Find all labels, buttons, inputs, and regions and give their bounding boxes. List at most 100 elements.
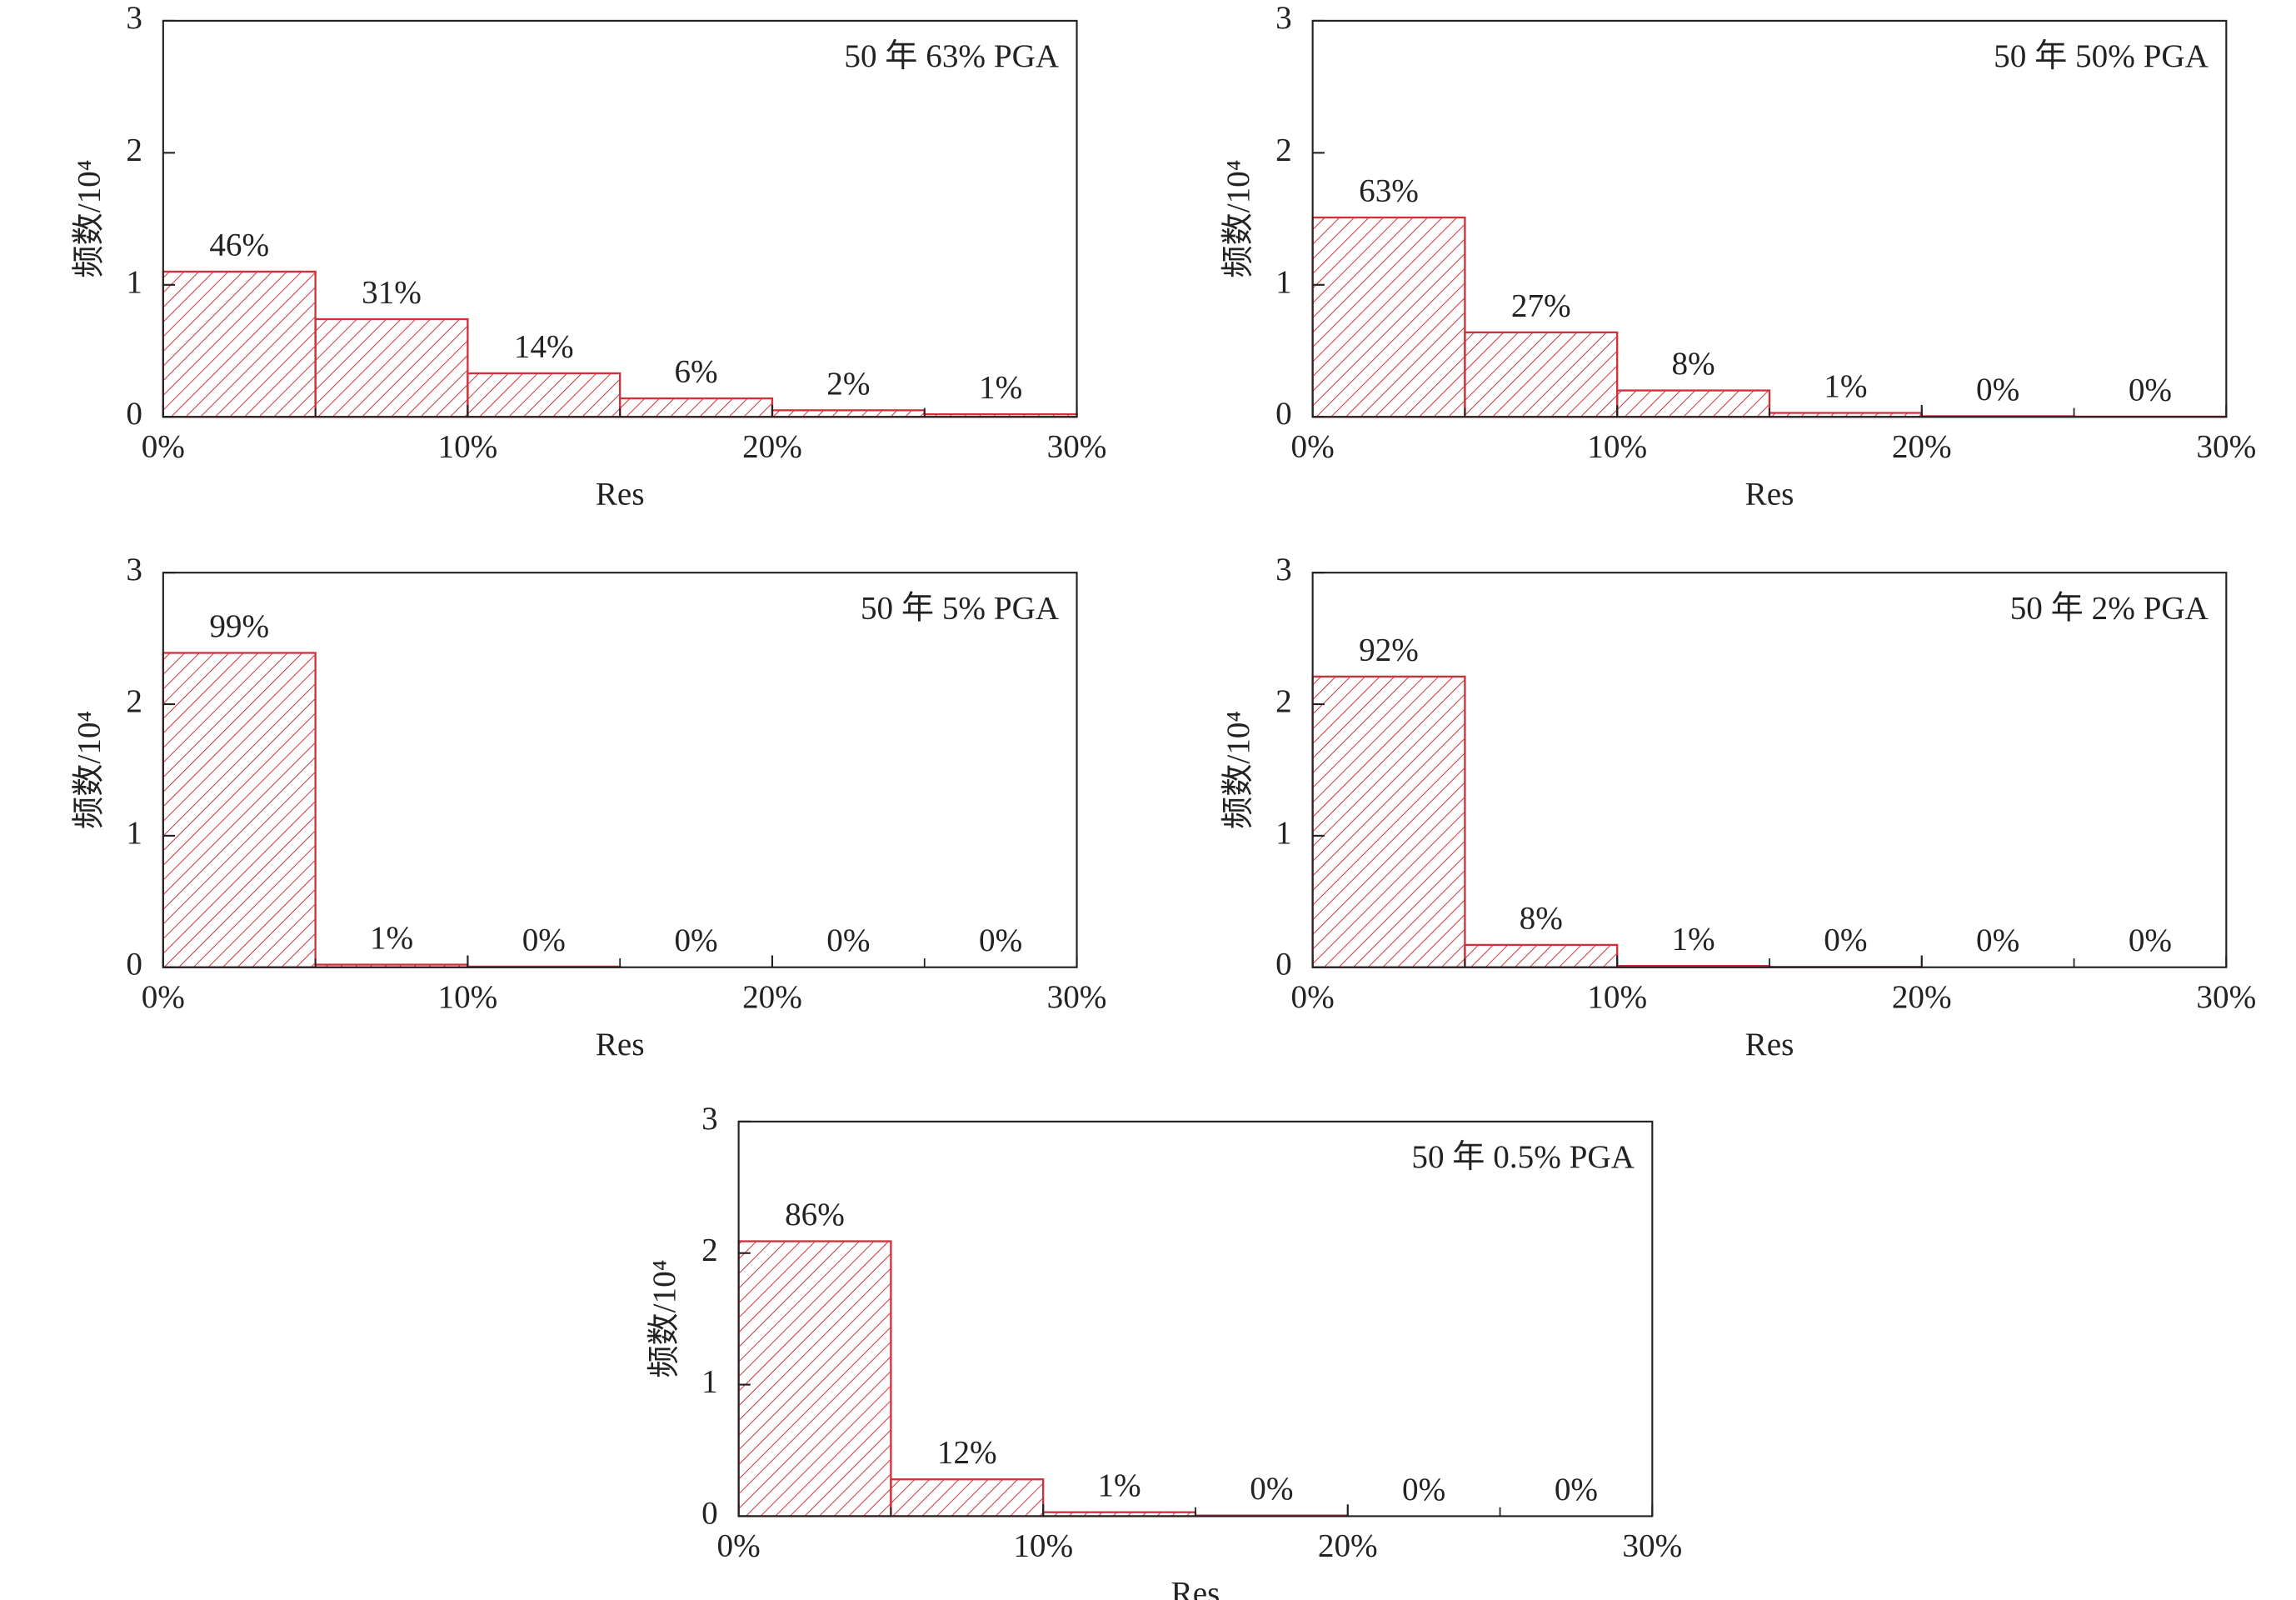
bar [1464,331,1619,418]
y-tick-label: 2 [701,1232,718,1268]
bar-label: 0% [674,922,717,958]
y-tick-label: 2 [126,132,142,168]
x-tick-label: 0% [1291,428,1335,464]
y-tick-label: 1 [701,1364,718,1400]
bar-label: 1% [1671,922,1715,958]
bar [162,652,317,968]
bar [1616,389,1771,418]
x-axis-label: Res [596,476,645,512]
bar [1311,216,1466,418]
bar-label: 0% [1250,1471,1293,1507]
x-tick-label: 20% [1892,979,1952,1015]
y-tick-label: 2 [126,683,142,719]
bar-label: 0% [979,922,1022,958]
bar [771,409,926,418]
bar-label: 92% [1359,632,1419,668]
chart-title: 50 年 63% PGA [844,38,1059,74]
bar [162,270,317,418]
bar-label: 0% [1976,372,2019,408]
bar [314,318,469,418]
y-tick-label: 0 [1275,396,1292,432]
x-tick-label: 0% [142,979,185,1015]
y-tick-label: 3 [1275,0,1292,36]
panel: 63% 27% 8% 1% 0% 0% 0% 10% 20% 30% 0 1 2 3 50 年 50% PG… [1220,0,2256,512]
x-tick-label: 20% [742,428,802,464]
bar [1311,675,1466,968]
x-tick-label: 10% [1587,979,1647,1015]
y-tick-label: 2 [1275,683,1292,719]
bar [619,397,774,418]
bar-label: 1% [1097,1468,1141,1503]
y-tick-label: 3 [126,552,142,588]
bar-label: 8% [1671,346,1715,382]
bar-label: 1% [370,920,413,956]
y-tick-label: 0 [126,947,142,982]
bar-label: 0% [522,922,566,958]
chart-title: 50 年 5% PGA [861,590,1059,626]
bar-label: 6% [674,354,717,390]
y-axis-label: 频数/10⁴ [71,711,107,829]
bar-label: 99% [209,608,269,644]
plot-frame [162,572,1078,968]
x-axis-label: Res [1171,1576,1220,1600]
x-tick-label: 30% [2196,979,2256,1015]
y-tick-label: 0 [701,1495,718,1531]
x-tick-label: 30% [1622,1528,1682,1564]
bar-label: 0% [1402,1472,1445,1508]
x-axis-label: Res [596,1027,645,1062]
bar-label: 0% [2129,372,2172,408]
y-tick-label: 0 [126,396,142,432]
bar-label: 63% [1359,173,1419,209]
x-tick-label: 0% [717,1528,761,1564]
y-tick-label: 1 [126,264,142,300]
bar-label: 27% [1511,288,1571,323]
bar [1464,943,1619,968]
x-tick-label: 20% [742,979,802,1015]
bar-label: 0% [1555,1472,1598,1508]
panel: 46% 31% 14% 6% 2% 1% 0% 10% 20% 30% 0 1 2 3 50 年 63% P… [71,0,1106,512]
bar-label: 86% [785,1197,845,1232]
y-axis-label: 频数/10⁴ [71,160,107,278]
bar-label: 2% [826,366,870,402]
x-tick-label: 30% [2196,428,2256,464]
y-tick-label: 3 [701,1101,718,1137]
panel: 99% 1% 0% 0% 0% 0% 0% 10% 20% 30% 0 1 2 3 50 年 5% PGA R… [71,552,1106,1062]
bar-label: 12% [937,1435,997,1471]
x-axis-label: Res [1745,476,1794,512]
bar-label: 46% [209,227,269,262]
bar-label: 8% [1520,900,1563,936]
chart-title: 50 年 50% PGA [1994,38,2209,74]
plot-frame [162,19,1078,418]
panel: 86% 12% 1% 0% 0% 0% 0% 10% 20% 30% 0 1 2 3 50 年 0.5% P… [646,1101,1682,1600]
y-tick-label: 1 [1275,815,1292,851]
bar [890,1478,1045,1518]
x-tick-label: 10% [438,428,498,464]
bar-label: 1% [979,370,1022,406]
y-axis-label: 频数/10⁴ [1220,711,1256,829]
x-tick-label: 0% [142,428,185,464]
x-tick-label: 10% [438,979,498,1015]
x-tick-label: 10% [1587,428,1647,464]
y-tick-label: 1 [1275,264,1292,300]
bar-label: 1% [1824,368,1867,404]
y-tick-label: 3 [126,0,142,36]
bar-label: 14% [514,328,574,364]
x-tick-label: 10% [1013,1528,1073,1564]
x-tick-label: 0% [1291,979,1335,1015]
chart-title: 50 年 0.5% PGA [1411,1139,1635,1175]
x-tick-label: 20% [1892,428,1952,464]
y-tick-label: 0 [1275,947,1292,982]
panel: 92% 8% 1% 0% 0% 0% 0% 10% 20% 30% 0 1 2 3 50 年 2% PGA R… [1220,552,2256,1062]
chart-title: 50 年 2% PGA [2010,590,2209,626]
y-axis-label: 频数/10⁴ [1220,160,1256,278]
x-tick-label: 30% [1047,979,1107,1015]
bar [737,1240,892,1518]
bar-label: 0% [2129,922,2172,958]
x-tick-label: 30% [1047,428,1107,464]
x-axis-label: Res [1745,1027,1794,1062]
y-axis-label: 频数/10⁴ [646,1260,682,1378]
x-tick-label: 20% [1318,1528,1378,1564]
plot-frame [737,1120,1654,1518]
